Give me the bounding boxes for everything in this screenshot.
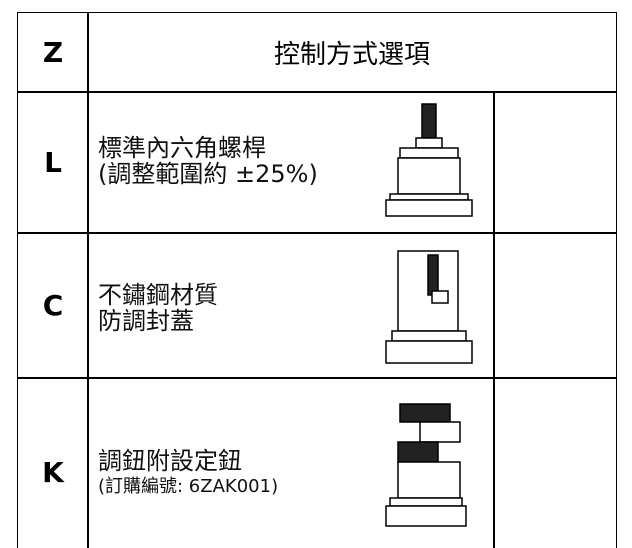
desc-line: (訂購編號: 6ZAK001) — [98, 476, 279, 497]
row-desc-cell — [87, 91, 495, 234]
desc-line: 調鈕附設定鈕 — [98, 447, 242, 475]
row-desc-cell — [87, 377, 495, 548]
header-title: 控制方式選項 — [87, 12, 617, 93]
empty-cell — [493, 232, 617, 379]
product-image — [385, 103, 473, 217]
header-code: Z — [17, 12, 89, 93]
row-desc: 不鏽鋼材質 防調封蓋 — [98, 282, 218, 334]
empty-cell — [493, 91, 617, 234]
product-image — [385, 403, 467, 527]
desc-line: 標準內六角螺桿 — [98, 134, 266, 162]
desc-line: (調整範圍約 ±25%) — [98, 160, 318, 188]
row-code: L — [17, 91, 89, 234]
row-code: K — [17, 377, 89, 548]
row-desc: 調鈕附設定鈕 (訂購編號: 6ZAK001) — [98, 448, 278, 500]
desc-line: 防調封蓋 — [98, 307, 194, 335]
empty-cell — [493, 377, 617, 548]
row-desc: 標準內六角螺桿 (調整範圍約 ±25%) — [98, 135, 318, 187]
row-desc-cell — [87, 232, 495, 379]
product-image — [385, 250, 473, 364]
desc-line: 不鏽鋼材質 — [98, 281, 218, 309]
row-code: C — [17, 232, 89, 379]
